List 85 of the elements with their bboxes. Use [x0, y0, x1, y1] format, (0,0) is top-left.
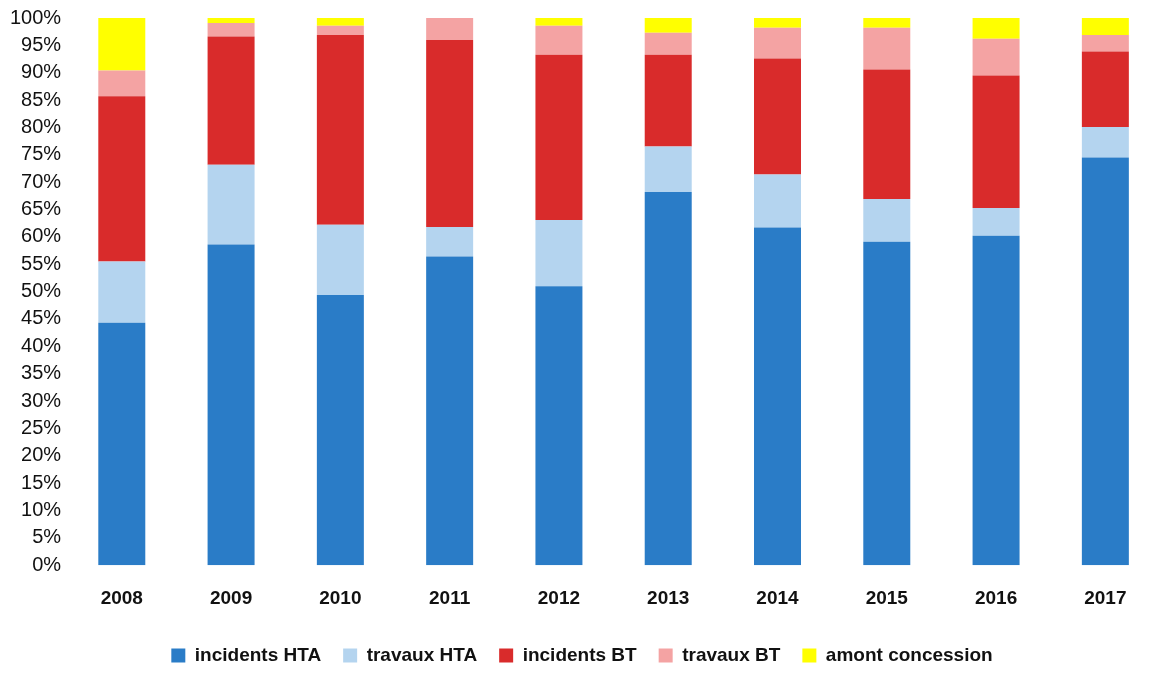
y-tick-label: 40% — [21, 333, 62, 356]
y-tick-label: 15% — [21, 470, 62, 493]
bar — [98, 70, 146, 97]
bar — [426, 39, 474, 228]
x-tick-label: 2009 — [209, 586, 253, 608]
legend-label: incidents HTA — [194, 643, 322, 665]
y-tick-label: 25% — [21, 415, 62, 438]
y-tick-label: 10% — [21, 498, 62, 520]
bar — [644, 54, 692, 147]
y-tick-label: 20% — [21, 443, 62, 466]
bar — [316, 294, 364, 566]
y-tick-label: 70% — [21, 169, 62, 192]
bar — [754, 27, 801, 59]
bar — [1081, 18, 1129, 35]
bar — [863, 18, 911, 28]
bar — [535, 18, 583, 26]
bar — [863, 27, 911, 70]
bar — [535, 54, 583, 220]
bar — [644, 18, 692, 33]
bar — [863, 199, 911, 242]
bar — [754, 58, 801, 175]
bar — [644, 32, 692, 55]
bar — [754, 174, 801, 228]
x-tick-label: 2010 — [319, 586, 362, 608]
bar — [98, 18, 146, 71]
y-tick-label: 50% — [21, 279, 62, 302]
bar — [426, 227, 474, 257]
bar — [972, 207, 1020, 236]
bar — [316, 18, 364, 26]
y-tick-label: 85% — [21, 87, 62, 110]
bar — [863, 69, 911, 200]
bar — [316, 34, 364, 225]
y-tick-label: 55% — [21, 251, 62, 274]
bar — [207, 18, 255, 23]
y-tick-label: 45% — [21, 306, 62, 329]
bar — [972, 75, 1020, 208]
bar — [754, 18, 801, 28]
bar — [98, 96, 146, 262]
bar — [644, 192, 692, 566]
bar — [972, 235, 1020, 566]
bar — [863, 241, 911, 566]
bar — [207, 164, 255, 245]
y-tick-label: 30% — [21, 388, 62, 411]
bar — [98, 261, 146, 323]
bar — [535, 219, 583, 287]
bar — [972, 18, 1020, 39]
x-tick-label: 2015 — [865, 586, 909, 608]
legend-label: amont concession — [825, 643, 993, 665]
bar — [426, 18, 474, 40]
y-tick-label: 0% — [32, 552, 62, 575]
y-tick-label: 60% — [21, 224, 62, 247]
y-tick-label: 100% — [10, 5, 62, 28]
y-tick-label: 95% — [21, 32, 62, 55]
legend-label: travaux BT — [682, 643, 781, 665]
x-tick-label: 2017 — [1084, 586, 1127, 608]
y-tick-label: 75% — [21, 142, 62, 165]
bar — [207, 36, 255, 165]
bar — [98, 322, 146, 566]
bar — [207, 22, 255, 37]
x-tick-label: 2016 — [974, 586, 1018, 608]
y-tick-label: 90% — [21, 60, 62, 83]
bar — [535, 25, 583, 55]
bar — [207, 244, 255, 566]
bar — [316, 25, 364, 35]
y-tick-label: 65% — [21, 197, 62, 220]
bar — [535, 286, 583, 566]
bar — [1081, 51, 1129, 127]
bar — [1081, 157, 1129, 566]
bar — [316, 224, 364, 295]
y-tick-label: 35% — [21, 361, 62, 384]
x-tick-label: 2008 — [100, 586, 143, 608]
x-tick-label: 2014 — [756, 586, 800, 608]
bar — [972, 38, 1020, 76]
bar — [1081, 34, 1129, 52]
bar — [644, 146, 692, 193]
legend-label: travaux HTA — [366, 643, 478, 665]
y-tick-label: 80% — [21, 114, 62, 137]
x-tick-label: 2012 — [537, 586, 581, 608]
bar — [1081, 126, 1129, 158]
bar — [754, 227, 801, 566]
y-tick-label: 5% — [32, 525, 62, 548]
bar — [426, 256, 474, 566]
legend-label: incidents BT — [522, 643, 638, 665]
x-tick-label: 2011 — [429, 586, 471, 608]
x-tick-label: 2013 — [647, 586, 690, 608]
